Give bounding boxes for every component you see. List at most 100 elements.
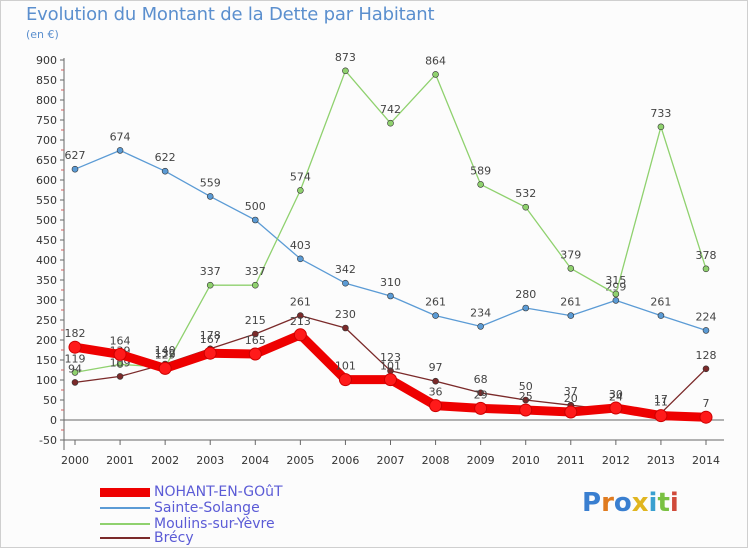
data-point [338, 373, 352, 387]
data-label: 164 [110, 334, 131, 347]
data-label: 129 [155, 348, 176, 361]
data-label: 215 [245, 314, 266, 327]
data-label: 299 [605, 280, 626, 293]
data-label: 337 [245, 265, 266, 278]
data-label: 532 [515, 187, 536, 200]
data-label: 128 [696, 349, 717, 362]
data-point [251, 216, 259, 224]
legend-swatch [100, 487, 150, 497]
y-tick-label: 250 [36, 314, 57, 327]
data-point [206, 281, 214, 289]
data-point [657, 123, 665, 131]
data-point [477, 181, 484, 188]
data-label: 213 [290, 315, 311, 328]
data-label: 24 [609, 390, 623, 403]
data-point [116, 373, 124, 380]
data-point [567, 312, 575, 319]
legend-item: Moulins-sur-Yèvre [100, 516, 340, 532]
y-tick-label: 300 [36, 294, 57, 307]
data-point [432, 377, 439, 385]
data-point [702, 327, 710, 334]
data-label: 589 [470, 164, 491, 177]
data-label: 230 [335, 308, 356, 321]
y-tick-label: 150 [36, 354, 57, 367]
data-point [342, 324, 349, 332]
data-point [522, 203, 530, 211]
data-point [342, 67, 349, 75]
data-label: 403 [290, 239, 311, 252]
data-label: 123 [380, 351, 401, 364]
y-tick-label: 800 [36, 94, 57, 107]
y-tick-label: 650 [36, 154, 57, 167]
data-point [612, 297, 620, 304]
data-label: 864 [425, 54, 446, 67]
legend-item: Sainte-Solange [100, 500, 340, 516]
legend-label: NOHANT-EN-GOûT [154, 484, 283, 500]
data-label: 165 [245, 334, 266, 347]
x-tick-label: 2013 [647, 454, 675, 467]
y-tick-label: 450 [36, 234, 57, 247]
y-tick-label: 200 [36, 334, 57, 347]
data-label: 622 [155, 151, 176, 164]
data-label: 17 [654, 393, 668, 406]
data-label: 574 [290, 170, 311, 183]
data-label: 315 [605, 274, 626, 287]
x-tick-label: 2004 [241, 454, 269, 467]
data-point [158, 361, 172, 375]
data-label: 25 [519, 390, 533, 403]
data-point [612, 290, 620, 298]
data-point [203, 346, 217, 360]
data-point [522, 304, 530, 312]
data-point [297, 187, 304, 194]
data-point [699, 410, 713, 424]
x-tick-label: 2002 [151, 454, 179, 467]
x-tick-label: 2006 [331, 454, 359, 467]
data-point [251, 281, 259, 289]
x-tick-label: 2001 [106, 454, 134, 467]
data-label: 234 [470, 306, 491, 319]
legend-label: Sainte-Solange [154, 500, 260, 516]
y-tick-label: 700 [36, 134, 57, 147]
data-label: 873 [335, 51, 356, 64]
data-point [702, 365, 710, 373]
data-point [71, 369, 79, 376]
data-label: 674 [110, 130, 131, 143]
x-tick-label: 2000 [61, 454, 89, 467]
data-point [206, 193, 214, 200]
x-tick-label: 2005 [286, 454, 314, 467]
data-point [432, 71, 439, 78]
data-label: 50 [519, 380, 533, 393]
data-label: 379 [560, 248, 581, 261]
data-point [297, 312, 304, 319]
data-point [68, 340, 82, 354]
data-label: 182 [65, 327, 86, 340]
data-label: 261 [425, 296, 446, 309]
x-tick-label: 2009 [467, 454, 495, 467]
y-tick-label: 0 [50, 414, 57, 427]
data-label: 500 [245, 200, 266, 213]
y-tick-label: 850 [36, 74, 57, 87]
data-label: 101 [380, 360, 401, 373]
y-tick-label: 900 [36, 54, 57, 67]
data-point [477, 389, 484, 397]
data-point [387, 292, 394, 300]
legend-item: NOHANT-EN-GOûT [100, 484, 340, 500]
data-point [477, 323, 484, 330]
data-label: 30 [609, 388, 623, 401]
legend-swatch [100, 537, 150, 539]
y-tick-label: -50 [39, 434, 57, 447]
data-point [519, 403, 533, 417]
data-label: 140 [155, 344, 176, 357]
data-label: 101 [335, 360, 356, 373]
data-point [702, 265, 710, 273]
data-label: 337 [200, 265, 221, 278]
legend-swatch [100, 523, 150, 525]
y-tick-label: 400 [36, 254, 57, 267]
data-point [161, 167, 169, 175]
data-point [567, 265, 575, 272]
data-label: 733 [650, 107, 671, 120]
data-label: 261 [650, 296, 671, 309]
data-label: 7 [703, 397, 710, 410]
data-point [657, 312, 665, 319]
